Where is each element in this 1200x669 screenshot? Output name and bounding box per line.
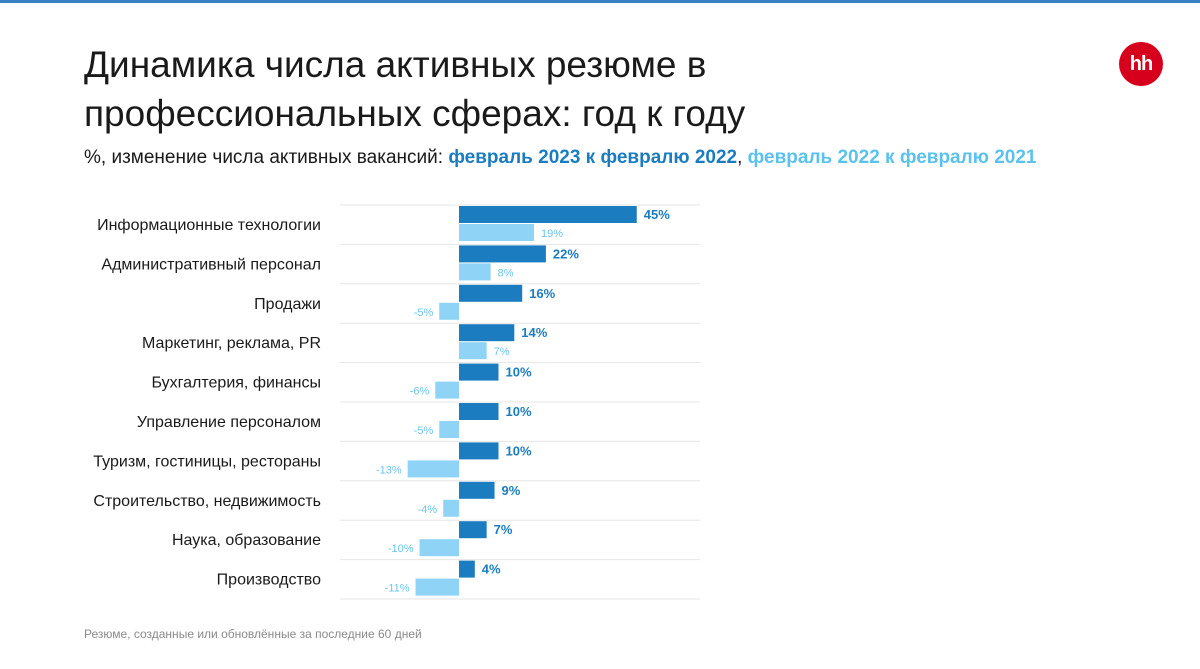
chart-subtitle: %, изменение числа активных вакансий: фе… [84, 147, 1036, 169]
bar-2022 [443, 499, 459, 517]
value-label-2022: -5% [414, 425, 434, 437]
category-label: Продажи [254, 296, 321, 313]
bar-2023 [459, 363, 499, 381]
bar-2023 [459, 521, 487, 539]
legend-series-2022: февраль 2022 к февралю 2021 [747, 147, 1037, 168]
value-label-2022: -4% [418, 504, 438, 516]
value-label-2023: 16% [529, 286, 555, 301]
value-label-2023: 9% [502, 483, 521, 498]
hh-logo: hh [1119, 42, 1163, 86]
bar-2023 [459, 284, 523, 302]
bar-2022 [435, 381, 459, 399]
category-label: Туризм, гостиницы, рестораны [93, 453, 321, 470]
value-label-2022: 19% [541, 228, 563, 240]
bar-2022 [439, 302, 459, 320]
value-label-2022: -10% [388, 543, 414, 555]
bar-2023 [459, 442, 499, 460]
bar-2022 [439, 421, 459, 438]
value-label-2023: 10% [506, 365, 532, 380]
value-label-2022: -13% [376, 464, 402, 476]
bar-2022 [407, 460, 459, 478]
bar-2022 [419, 539, 459, 557]
bar-2023 [459, 403, 499, 420]
bar-2023 [459, 324, 515, 342]
bar-2023 [459, 481, 495, 499]
category-label: Производство [217, 572, 321, 589]
bar-2023 [459, 206, 637, 223]
value-label-2022: -5% [414, 307, 434, 319]
bar-2022 [459, 263, 491, 281]
footnote: Резюме, созданные или обновлённые за пос… [84, 627, 422, 641]
category-label: Информационные технологии [97, 217, 321, 234]
category-label: Строительство, недвижимость [93, 493, 321, 510]
subtitle-prefix: %, изменение числа активных вакансий: [84, 147, 449, 168]
value-label-2023: 22% [553, 246, 579, 261]
category-label: Наука, образование [172, 532, 321, 549]
category-label: Административный персонал [101, 256, 321, 273]
subtitle-separator: , [737, 147, 748, 168]
bar-2022 [415, 578, 459, 596]
bar-2023 [459, 560, 475, 578]
value-label-2023: 7% [494, 522, 513, 537]
bar-2023 [459, 245, 546, 263]
value-label-2023: 10% [506, 404, 532, 419]
category-label: Управление персоналом [137, 414, 321, 431]
value-label-2023: 10% [506, 443, 532, 458]
value-label-2022: -11% [385, 583, 410, 595]
legend-series-2023: февраль 2023 к февралю 2022 [448, 147, 738, 168]
value-label-2022: 7% [494, 346, 510, 358]
value-label-2023: 14% [521, 325, 547, 340]
value-label-2022: 8% [498, 267, 514, 279]
bar-2022 [459, 342, 487, 360]
category-label: Маркетинг, реклама, PR [142, 335, 321, 352]
value-label-2023: 45% [644, 207, 670, 222]
category-label: Бухгалтерия, финансы [152, 375, 321, 392]
bar-2022 [459, 224, 535, 241]
page-title: Динамика числа активных резюме в професс… [84, 44, 746, 134]
top-border [0, 0, 1200, 3]
value-label-2023: 4% [482, 562, 501, 577]
value-label-2022: -6% [410, 386, 430, 398]
